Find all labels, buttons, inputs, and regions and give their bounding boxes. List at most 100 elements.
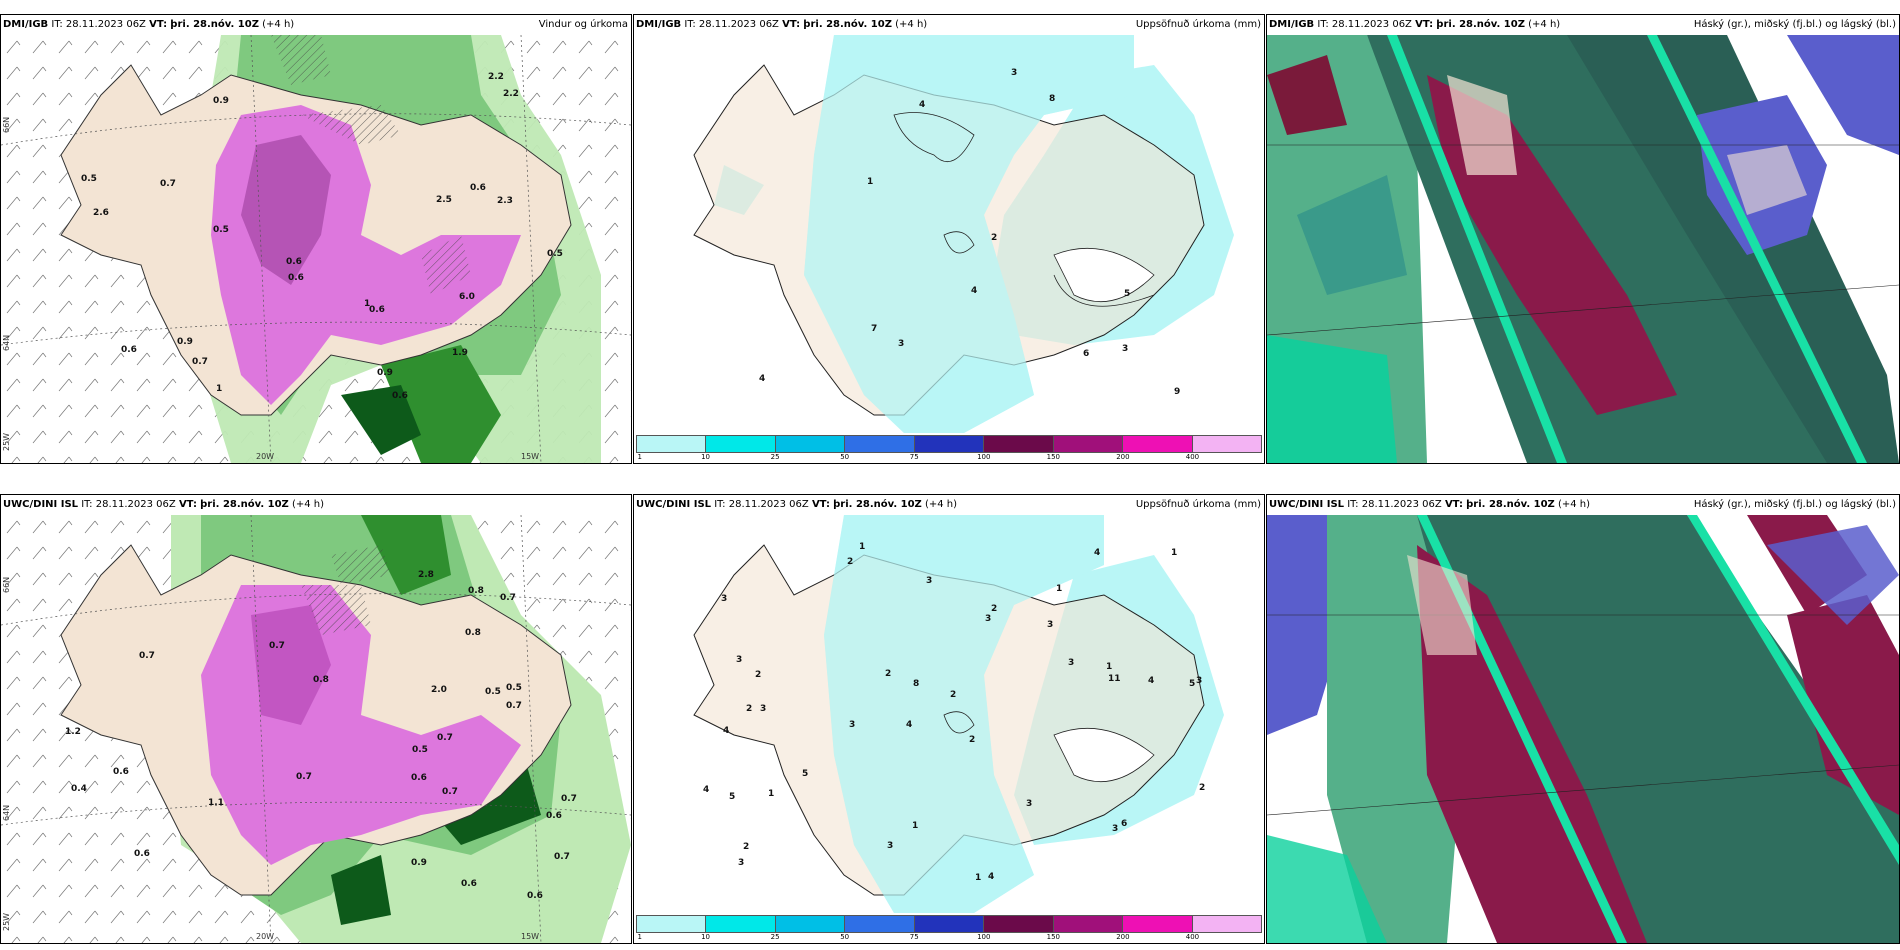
value-label: 2.5: [436, 195, 452, 205]
lat-label: 64N: [2, 805, 11, 821]
legend-swatch: [1192, 436, 1261, 452]
legend-swatch: [775, 916, 846, 932]
value-label: 1.9: [452, 348, 468, 358]
value-label: 0.7: [554, 852, 570, 862]
value-label: 0.6: [392, 391, 408, 401]
value-label: 2: [950, 690, 956, 700]
map-panel-wind-precip-uwc: UWC/DINI ISL IT: 28.11.2023 06Z VT: þri.…: [0, 494, 632, 944]
legend-tick-label: 75: [909, 933, 919, 941]
legend-swatch: [637, 436, 707, 452]
value-label: 4: [759, 374, 765, 384]
model-name: UWC/DINI ISL: [636, 499, 712, 510]
value-label: 0.5: [412, 745, 428, 755]
legend-swatch: [984, 436, 1054, 452]
value-label: 3: [1112, 824, 1118, 834]
legend-swatch: [984, 916, 1054, 932]
map-panel-clouds-dmi: DMI/IGB IT: 28.11.2023 06Z VT: þri. 28.n…: [1266, 14, 1900, 464]
value-label: 2.3: [497, 196, 513, 206]
model-name: DMI/IGB: [636, 19, 682, 30]
panel-header: UWC/DINI ISL IT: 28.11.2023 06Z VT: þri.…: [634, 495, 1264, 515]
map-panel-clouds-uwc: UWC/DINI ISL IT: 28.11.2023 06Z VT: þri.…: [1266, 494, 1900, 944]
value-label: 0.7: [500, 593, 516, 603]
value-label: 3: [721, 594, 727, 604]
value-label: 1: [1056, 584, 1062, 594]
precip-legend: 1 10 25 50 75 100 150 200 400: [636, 435, 1262, 461]
value-label: 3: [1011, 68, 1017, 78]
value-label: 5: [802, 769, 808, 779]
init-time: 28.11.2023 06Z: [65, 19, 146, 30]
value-label: 0.5: [506, 683, 522, 693]
valid-time: þri. 28.nóv. 10Z: [200, 499, 289, 510]
value-label: 1: [912, 821, 918, 831]
map-panel-wind-precip-dmi: DMI/IGB IT: 28.11.2023 06Z VT: þri. 28.n…: [0, 14, 632, 464]
value-label: 1: [364, 299, 370, 309]
value-label: 2: [755, 670, 761, 680]
value-label: 2.6: [93, 208, 109, 218]
value-label: 6.0: [459, 292, 475, 302]
value-label: 4: [723, 726, 729, 736]
it-label: IT:: [714, 499, 726, 510]
value-label: 0.7: [442, 787, 458, 797]
legend-tick-label: 400: [1185, 933, 1200, 941]
legend-swatch: [1123, 436, 1193, 452]
lat-label: 64N: [2, 335, 11, 351]
value-label: 3: [760, 704, 766, 714]
legend-swatch: [914, 436, 985, 452]
value-label: 0.9: [377, 368, 393, 378]
value-label: 3: [738, 858, 744, 868]
it-label: IT:: [1317, 19, 1329, 30]
lon-label: 25W: [2, 433, 11, 451]
value-label: 4: [971, 286, 977, 296]
value-label: 0.9: [177, 337, 193, 347]
value-label: 8: [1049, 94, 1055, 104]
value-label: 3: [887, 841, 893, 851]
panel-title: Háský (gr.), miðský (fj.bl.) og lágský (…: [1693, 19, 1896, 30]
lead-time: (+4 h): [895, 19, 928, 30]
value-label: 1: [216, 384, 222, 394]
value-label: 0.7: [437, 733, 453, 743]
value-label: 1: [768, 789, 774, 799]
valid-time: þri. 28.nóv. 10Z: [1436, 19, 1525, 30]
legend-swatch: [1123, 916, 1193, 932]
value-label: 1: [859, 542, 865, 552]
value-label: 2: [743, 842, 749, 852]
panel-title: Háský (gr.), miðský (fj.bl.) og lágský (…: [1693, 499, 1896, 510]
value-label: 0.6: [369, 305, 385, 315]
value-label: 0.6: [527, 891, 543, 901]
legend-swatch: [706, 436, 776, 452]
value-label: 2.2: [488, 72, 504, 82]
init-time: 28.11.2023 06Z: [1361, 499, 1442, 510]
value-label: 5: [1189, 679, 1195, 689]
model-name: UWC/DINI ISL: [1269, 499, 1345, 510]
value-label: 0.6: [546, 811, 562, 821]
value-label: 4: [1148, 676, 1154, 686]
valid-time: þri. 28.nóv. 10Z: [170, 19, 259, 30]
map-area: [1267, 35, 1899, 463]
panel-header: UWC/DINI ISL IT: 28.11.2023 06Z VT: þri.…: [1267, 495, 1899, 515]
value-label: 0.9: [213, 96, 229, 106]
value-label: 1: [1106, 662, 1112, 672]
legend-tick-label: 25: [770, 933, 780, 941]
legend-tick-label: 25: [770, 453, 780, 461]
valid-time: þri. 28.nóv. 10Z: [1466, 499, 1555, 510]
value-label: 3: [1122, 344, 1128, 354]
value-label: 3: [849, 720, 855, 730]
valid-time: þri. 28.nóv. 10Z: [803, 19, 892, 30]
value-label: 6: [1083, 349, 1089, 359]
legend-swatch: [1053, 436, 1124, 452]
legend-swatch: [845, 916, 915, 932]
value-label: 2.0: [431, 685, 447, 695]
value-label: 0.8: [468, 586, 484, 596]
legend-swatch: [914, 916, 985, 932]
legend-swatch: [1053, 916, 1124, 932]
legend-tick-label: 200: [1116, 933, 1130, 941]
legend-swatch: [775, 436, 846, 452]
value-label: 4: [1094, 548, 1100, 558]
value-label: 3: [1196, 676, 1202, 686]
value-label: 0.5: [81, 174, 97, 184]
it-label: IT:: [51, 19, 63, 30]
lead-time: (+4 h): [924, 499, 958, 510]
value-label: 2.8: [418, 570, 434, 580]
legend-tick-label: 1: [637, 933, 642, 941]
vt-label: VT:: [149, 19, 168, 30]
